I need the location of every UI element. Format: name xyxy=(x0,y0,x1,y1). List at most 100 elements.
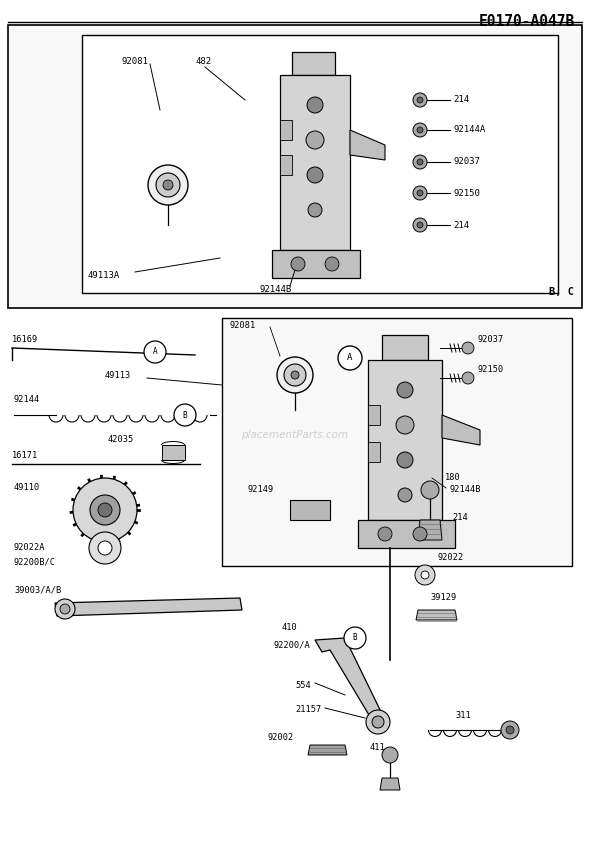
Text: 482: 482 xyxy=(196,57,212,67)
Polygon shape xyxy=(315,638,385,725)
Text: 92144B: 92144B xyxy=(260,286,292,294)
Text: 92037: 92037 xyxy=(453,158,480,166)
Polygon shape xyxy=(292,52,335,75)
Circle shape xyxy=(156,173,180,197)
Polygon shape xyxy=(280,75,350,250)
Text: 214: 214 xyxy=(452,513,468,523)
Circle shape xyxy=(307,97,323,113)
Polygon shape xyxy=(162,445,185,460)
Circle shape xyxy=(89,532,121,564)
Polygon shape xyxy=(368,360,442,520)
Text: 92149: 92149 xyxy=(248,486,274,494)
Circle shape xyxy=(396,416,414,434)
Circle shape xyxy=(291,257,305,271)
Text: 49113: 49113 xyxy=(105,372,131,380)
Circle shape xyxy=(417,190,423,196)
Text: 21157: 21157 xyxy=(295,705,321,715)
Text: B: B xyxy=(183,410,187,420)
Circle shape xyxy=(413,93,427,107)
Text: A: A xyxy=(153,347,158,357)
FancyBboxPatch shape xyxy=(222,318,572,566)
Circle shape xyxy=(307,167,323,183)
Text: placementParts.com: placementParts.com xyxy=(241,430,349,440)
Circle shape xyxy=(372,716,384,728)
Text: B: B xyxy=(353,633,358,643)
Text: 92150: 92150 xyxy=(453,189,480,197)
Polygon shape xyxy=(416,610,457,620)
Polygon shape xyxy=(290,500,330,520)
Text: A: A xyxy=(348,353,353,362)
Text: 49110: 49110 xyxy=(14,484,40,492)
Text: E0170-A047B: E0170-A047B xyxy=(478,14,575,29)
Circle shape xyxy=(73,478,137,542)
Circle shape xyxy=(397,452,413,468)
Circle shape xyxy=(462,342,474,354)
Circle shape xyxy=(277,357,313,393)
Text: 180: 180 xyxy=(445,474,461,482)
Text: 92081: 92081 xyxy=(122,57,149,67)
Text: 92022A: 92022A xyxy=(14,543,45,553)
Polygon shape xyxy=(55,598,242,616)
Text: 92144B: 92144B xyxy=(450,486,481,494)
Circle shape xyxy=(306,131,324,149)
Circle shape xyxy=(417,97,423,103)
Polygon shape xyxy=(280,155,292,175)
Text: 92200/A: 92200/A xyxy=(274,641,311,650)
Circle shape xyxy=(413,527,427,541)
Circle shape xyxy=(501,721,519,739)
Text: 16171: 16171 xyxy=(12,450,38,460)
Text: 92022: 92022 xyxy=(438,553,464,563)
Text: 92144: 92144 xyxy=(14,396,40,404)
Text: 214: 214 xyxy=(453,95,469,105)
Text: 39129: 39129 xyxy=(430,594,456,602)
Circle shape xyxy=(308,203,322,217)
Circle shape xyxy=(417,127,423,133)
Circle shape xyxy=(174,404,196,426)
Text: 92081: 92081 xyxy=(230,321,256,329)
Circle shape xyxy=(413,186,427,200)
Text: 214: 214 xyxy=(453,221,469,229)
Circle shape xyxy=(338,346,362,370)
Polygon shape xyxy=(350,130,385,160)
Polygon shape xyxy=(272,250,360,278)
Circle shape xyxy=(413,155,427,169)
Polygon shape xyxy=(380,778,400,790)
Circle shape xyxy=(90,495,120,525)
Polygon shape xyxy=(442,415,480,445)
Text: 410: 410 xyxy=(282,624,298,632)
Text: 411: 411 xyxy=(370,744,386,752)
Text: 554: 554 xyxy=(295,680,311,690)
Circle shape xyxy=(163,180,173,190)
Circle shape xyxy=(98,541,112,555)
Circle shape xyxy=(413,123,427,137)
Circle shape xyxy=(366,710,390,734)
Text: 49113A: 49113A xyxy=(88,270,120,280)
Text: 92150: 92150 xyxy=(478,366,504,374)
Polygon shape xyxy=(418,520,442,540)
Text: 311: 311 xyxy=(455,710,471,720)
Text: 92037: 92037 xyxy=(478,335,504,345)
Circle shape xyxy=(413,218,427,232)
Circle shape xyxy=(344,627,366,649)
Text: 39003/A/B: 39003/A/B xyxy=(14,585,61,595)
Circle shape xyxy=(382,747,398,763)
Polygon shape xyxy=(368,442,380,462)
Circle shape xyxy=(398,488,412,502)
Circle shape xyxy=(60,604,70,614)
Polygon shape xyxy=(368,405,380,425)
Text: 92002: 92002 xyxy=(268,734,294,742)
Circle shape xyxy=(417,222,423,228)
Circle shape xyxy=(462,372,474,384)
Text: 16169: 16169 xyxy=(12,335,38,345)
Polygon shape xyxy=(280,120,292,140)
FancyBboxPatch shape xyxy=(82,35,558,293)
Circle shape xyxy=(98,503,112,517)
Polygon shape xyxy=(358,520,455,548)
Circle shape xyxy=(378,527,392,541)
Circle shape xyxy=(55,599,75,619)
Text: 92144A: 92144A xyxy=(453,125,485,135)
Circle shape xyxy=(291,371,299,379)
Circle shape xyxy=(421,481,439,499)
Text: 92200B/C: 92200B/C xyxy=(14,558,56,566)
Polygon shape xyxy=(308,745,347,755)
